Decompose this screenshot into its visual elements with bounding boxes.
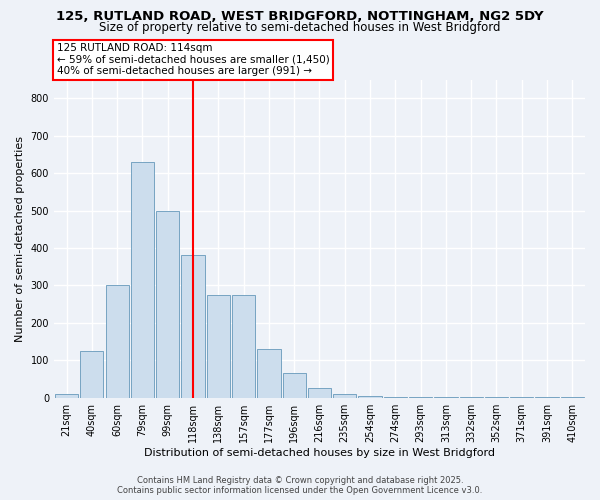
Bar <box>409 396 432 398</box>
Bar <box>131 162 154 398</box>
Bar <box>55 394 78 398</box>
Bar <box>232 295 255 398</box>
Text: 125, RUTLAND ROAD, WEST BRIDGFORD, NOTTINGHAM, NG2 5DY: 125, RUTLAND ROAD, WEST BRIDGFORD, NOTTI… <box>56 10 544 23</box>
Text: Contains HM Land Registry data © Crown copyright and database right 2025.
Contai: Contains HM Land Registry data © Crown c… <box>118 476 482 495</box>
Bar <box>206 295 230 398</box>
Text: 125 RUTLAND ROAD: 114sqm
← 59% of semi-detached houses are smaller (1,450)
40% o: 125 RUTLAND ROAD: 114sqm ← 59% of semi-d… <box>56 43 329 76</box>
Bar <box>156 210 179 398</box>
Bar <box>181 256 205 398</box>
Bar <box>257 349 281 398</box>
Bar <box>333 394 356 398</box>
Text: Size of property relative to semi-detached houses in West Bridgford: Size of property relative to semi-detach… <box>99 21 501 34</box>
X-axis label: Distribution of semi-detached houses by size in West Bridgford: Distribution of semi-detached houses by … <box>144 448 495 458</box>
Bar <box>434 397 458 398</box>
Bar <box>308 388 331 398</box>
Bar <box>460 397 483 398</box>
Bar <box>80 351 103 398</box>
Bar <box>106 286 129 398</box>
Bar <box>383 396 407 398</box>
Bar <box>485 397 508 398</box>
Bar <box>358 396 382 398</box>
Y-axis label: Number of semi-detached properties: Number of semi-detached properties <box>15 136 25 342</box>
Bar <box>283 374 306 398</box>
